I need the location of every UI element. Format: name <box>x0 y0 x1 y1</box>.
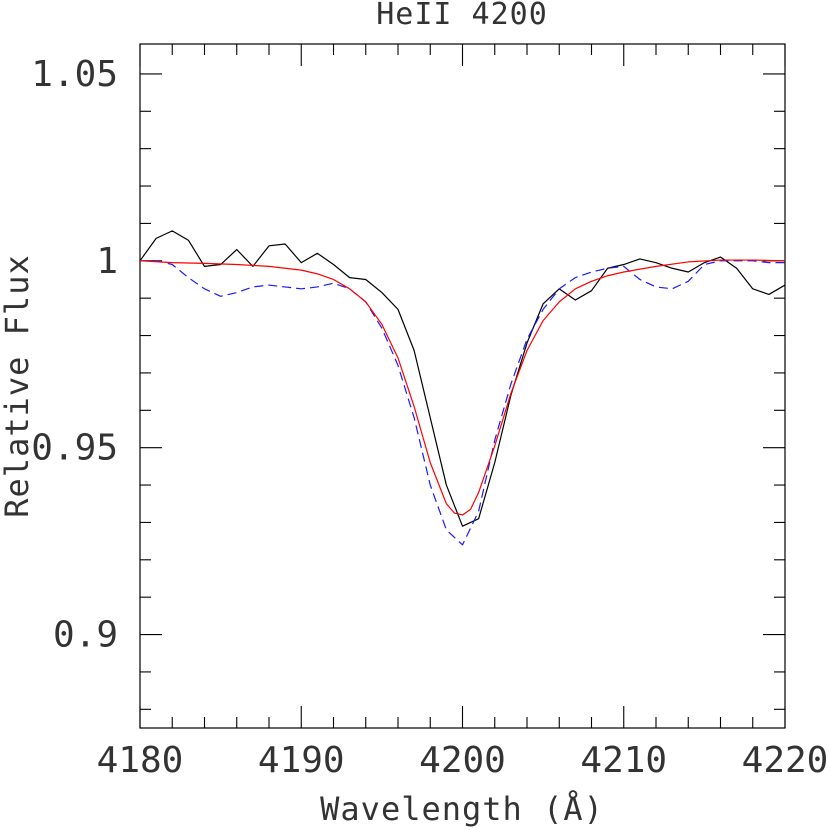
x-tick-label: 4190 <box>258 740 345 781</box>
model-dashed-line <box>140 260 785 546</box>
y-tick-label: 0.9 <box>53 615 118 656</box>
axis-ticks <box>139 44 786 728</box>
x-tick-label: 4180 <box>97 740 184 781</box>
x-tick-label: 4200 <box>419 740 506 781</box>
observed-spectrum-line <box>139 230 786 527</box>
y-axis-title: Relative Flux <box>0 254 36 517</box>
plot-frame <box>139 43 786 729</box>
x-tick-label: 4220 <box>742 740 829 781</box>
y-tick-label: 0.95 <box>31 428 118 469</box>
tick-labels: 4180 4190 4200 4210 4220 0.9 0.95 1 1.05 <box>31 54 828 781</box>
chart-title: HeII 4200 <box>376 0 548 32</box>
y-tick-label: 1.05 <box>31 54 118 95</box>
x-tick-label: 4210 <box>580 740 667 781</box>
x-axis-title: Wavelength (Å) <box>320 790 604 828</box>
y-tick-label: 1 <box>96 241 118 282</box>
model-fit-line <box>139 259 786 516</box>
series-group <box>139 230 786 546</box>
